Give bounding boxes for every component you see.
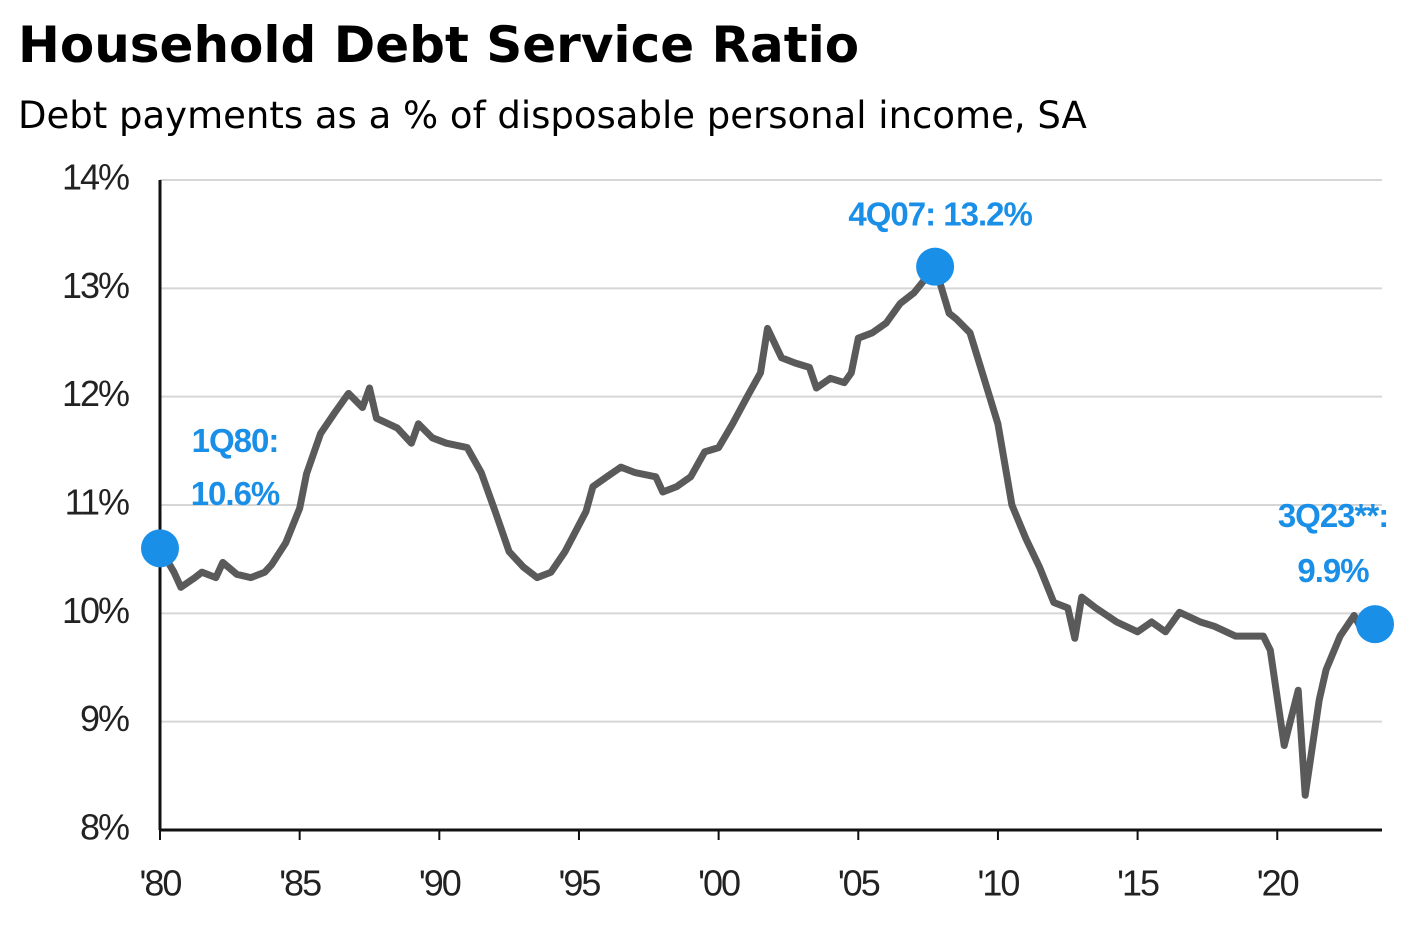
x-tick-label: '90 bbox=[419, 863, 461, 904]
chart-title: Household Debt Service Ratio bbox=[18, 16, 859, 74]
y-tick-label: 14% bbox=[62, 157, 129, 198]
y-tick-label: 12% bbox=[62, 373, 129, 414]
x-tick-label: '15 bbox=[1117, 863, 1159, 904]
annotation-marker bbox=[916, 247, 955, 286]
annotation-label: 3Q23**: bbox=[1278, 497, 1388, 534]
y-tick-label: 8% bbox=[80, 807, 129, 848]
x-tick-label: '00 bbox=[698, 863, 740, 904]
annotation-marker bbox=[141, 529, 179, 568]
x-tick-label: '85 bbox=[279, 863, 321, 904]
annotation-label: 9.9% bbox=[1297, 552, 1369, 589]
annotation-label: 1Q80: bbox=[192, 422, 279, 459]
x-tick-label: '20 bbox=[1257, 863, 1299, 904]
annotation-label: 4Q07: 13.2% bbox=[848, 195, 1032, 232]
x-tick-label: '05 bbox=[838, 863, 880, 904]
annotation-marker bbox=[1356, 605, 1395, 644]
y-tick-label: 11% bbox=[65, 482, 129, 523]
y-tick-label: 13% bbox=[62, 265, 129, 306]
x-tick-label: '95 bbox=[559, 863, 601, 904]
y-tick-label: 9% bbox=[80, 698, 129, 739]
y-tick-label: 10% bbox=[62, 590, 129, 631]
x-tick-label: '10 bbox=[977, 863, 1019, 904]
annotation-label: 10.6% bbox=[191, 475, 280, 512]
x-tick-label: '80 bbox=[140, 863, 182, 904]
data-line bbox=[156, 263, 1379, 799]
chart-subtitle: Debt payments as a % of disposable perso… bbox=[18, 94, 1087, 137]
